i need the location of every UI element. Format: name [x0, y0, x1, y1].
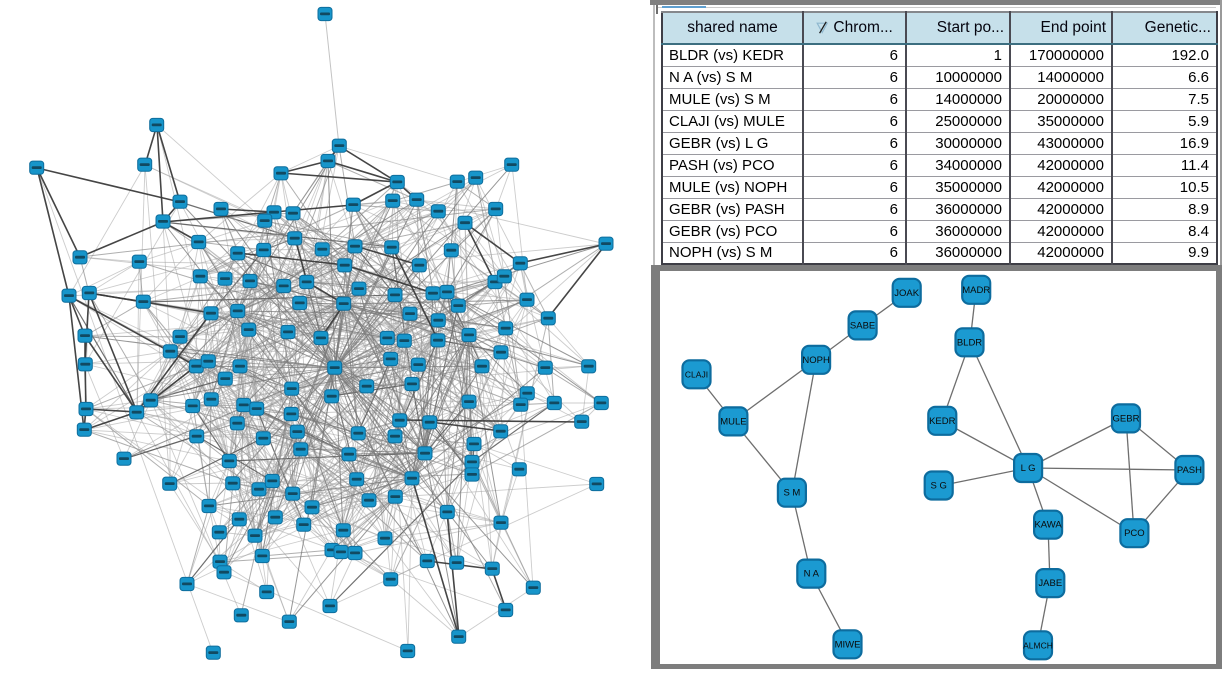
svg-text:ALMCH: ALMCH	[1023, 640, 1053, 650]
svg-text:N A: N A	[804, 569, 820, 580]
svg-text:MADR: MADR	[962, 285, 990, 296]
svg-text:JOAK: JOAK	[894, 288, 919, 299]
svg-text:S G: S G	[931, 481, 947, 492]
svg-text:BLDR: BLDR	[957, 337, 982, 348]
svg-text:KAWA: KAWA	[1034, 520, 1062, 531]
svg-text:GEBR: GEBR	[1113, 413, 1140, 424]
svg-text:KEDR: KEDR	[929, 416, 956, 427]
svg-text:SABE: SABE	[850, 320, 875, 331]
svg-text:PCO: PCO	[1124, 528, 1145, 539]
svg-text:S M: S M	[783, 488, 800, 499]
svg-text:JABE: JABE	[1038, 578, 1062, 589]
svg-text:NOPH: NOPH	[802, 355, 830, 366]
svg-text:CLAJI: CLAJI	[685, 369, 708, 379]
svg-text:L G: L G	[1021, 463, 1036, 474]
svg-text:MULE: MULE	[720, 416, 746, 427]
svg-text:MIWE: MIWE	[835, 639, 861, 650]
svg-text:PASH: PASH	[1177, 465, 1202, 476]
